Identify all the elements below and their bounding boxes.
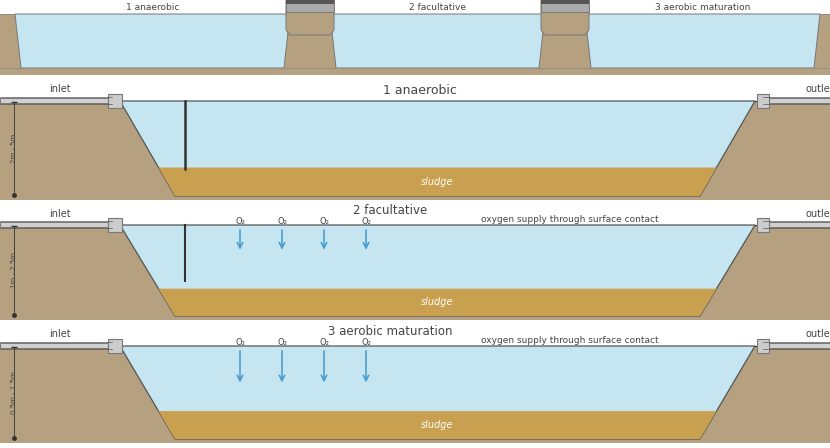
Text: O₂: O₂	[277, 338, 287, 347]
Text: oxygen supply through surface contact: oxygen supply through surface contact	[481, 336, 659, 345]
Bar	[763, 223, 830, 228]
Polygon shape	[120, 346, 755, 439]
Text: 2m - 5m: 2m - 5m	[11, 134, 17, 163]
Bar	[0, 78, 830, 81]
Bar	[108, 94, 122, 108]
Text: O₂: O₂	[235, 217, 245, 226]
Polygon shape	[541, 0, 589, 35]
Bar	[763, 99, 830, 103]
Bar	[0, 80, 830, 200]
Bar	[0, 0, 830, 14]
Polygon shape	[120, 101, 755, 196]
Bar	[0, 323, 830, 326]
Bar	[0, 205, 830, 225]
Bar	[0, 0, 830, 75]
Bar	[0, 344, 110, 349]
Bar	[0, 223, 110, 228]
Bar	[286, 0, 334, 12]
Text: inlet: inlet	[49, 329, 71, 340]
Bar	[108, 339, 122, 353]
Text: 0.5m - 1.5m: 0.5m - 1.5m	[11, 371, 17, 414]
Text: 2 facultative: 2 facultative	[409, 3, 466, 12]
Text: inlet: inlet	[49, 209, 71, 219]
Polygon shape	[159, 168, 716, 196]
Text: O₂: O₂	[319, 217, 329, 226]
Bar	[0, 68, 830, 75]
Bar	[757, 339, 769, 353]
Bar	[0, 325, 830, 346]
Text: 1 anaerobic: 1 anaerobic	[126, 3, 179, 12]
Bar	[0, 205, 830, 320]
Text: 3 aerobic maturation: 3 aerobic maturation	[328, 325, 452, 338]
Text: sludge: sludge	[422, 177, 454, 187]
Text: outlet: outlet	[806, 85, 830, 95]
Polygon shape	[585, 14, 820, 68]
Text: 3 aerobic maturation: 3 aerobic maturation	[655, 3, 750, 12]
Bar	[541, 0, 589, 12]
Polygon shape	[159, 411, 716, 439]
Text: 1 anaerobic: 1 anaerobic	[383, 84, 457, 97]
Bar	[757, 94, 769, 108]
Bar	[0, 80, 830, 101]
Text: sludge: sludge	[422, 420, 454, 430]
Bar	[541, 0, 589, 4]
Bar	[757, 218, 769, 232]
Polygon shape	[120, 225, 755, 316]
Bar	[0, 325, 830, 443]
Text: O₂: O₂	[319, 338, 329, 347]
Text: 1m - 2.5m: 1m - 2.5m	[11, 253, 17, 289]
Bar	[286, 0, 334, 4]
Polygon shape	[15, 14, 290, 68]
Text: O₂: O₂	[361, 217, 371, 226]
Bar	[0, 99, 110, 103]
Text: O₂: O₂	[277, 217, 287, 226]
Text: outlet: outlet	[806, 329, 830, 340]
Bar	[108, 218, 122, 232]
Bar	[763, 344, 830, 349]
Text: O₂: O₂	[235, 338, 245, 347]
Text: sludge: sludge	[422, 297, 454, 307]
Bar	[0, 203, 830, 206]
Text: 2 facultative: 2 facultative	[353, 204, 427, 217]
Polygon shape	[286, 0, 334, 35]
Polygon shape	[330, 14, 545, 68]
Text: oxygen supply through surface contact: oxygen supply through surface contact	[481, 215, 659, 224]
Text: outlet: outlet	[806, 209, 830, 219]
Polygon shape	[159, 289, 716, 316]
Text: inlet: inlet	[49, 85, 71, 95]
Text: O₂: O₂	[361, 338, 371, 347]
